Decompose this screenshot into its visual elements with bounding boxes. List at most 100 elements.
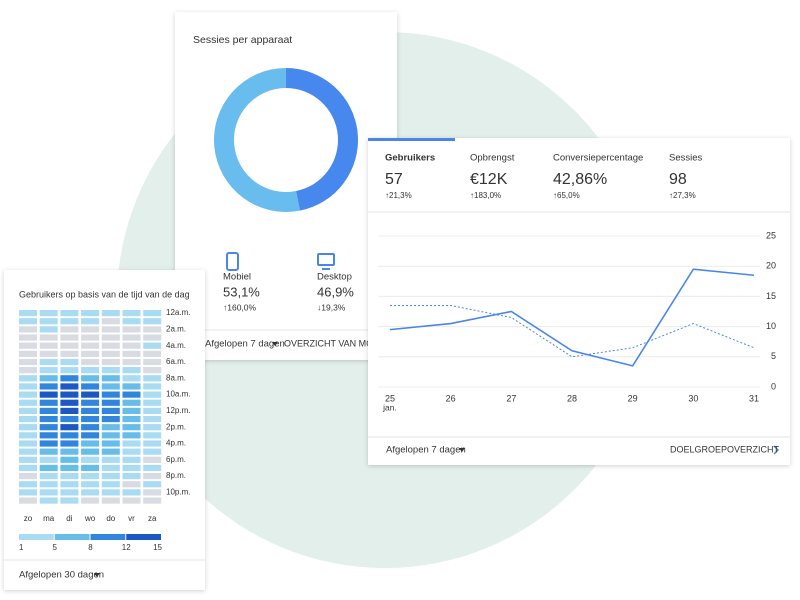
- tab-label[interactable]: Sessies: [669, 153, 703, 164]
- heatmap-cell: [122, 318, 141, 325]
- heatmap-cell: [19, 358, 37, 366]
- scale-label: 8: [88, 543, 93, 552]
- period-selector[interactable]: Afgelopen 7 dagen: [205, 339, 285, 350]
- active-tab-indicator: [368, 138, 455, 141]
- heatmap-cell: [101, 375, 120, 382]
- heatmap-cell: [39, 473, 58, 480]
- heatmap-cell: [60, 489, 79, 496]
- heatmap-cell: [101, 481, 120, 488]
- heatmap-cell: [19, 326, 37, 333]
- heatmap-cell: [19, 367, 37, 374]
- heatmap-cell: [39, 448, 58, 455]
- tab-label[interactable]: Conversiepercentage: [553, 153, 643, 164]
- heatmap-cell: [39, 334, 58, 341]
- tab-label[interactable]: Gebruikers: [385, 153, 435, 164]
- heatmap-card: Gebruikers op basis van de tijd van de d…: [4, 270, 205, 590]
- heatmap-cell: [122, 415, 141, 423]
- heatmap-cell: [122, 481, 141, 488]
- series-line: [389, 268, 755, 367]
- heatmap-cell: [60, 342, 79, 349]
- heatmap-cell: [60, 424, 79, 431]
- heatmap-cell: [81, 464, 100, 472]
- column-label: vr: [128, 514, 135, 523]
- heatmap-cell: [101, 358, 120, 366]
- device-change: ↓19,3%: [317, 302, 346, 312]
- link-arrow[interactable]: [773, 445, 780, 455]
- heatmap-cell: [122, 489, 141, 496]
- heatmap-cell: [39, 391, 58, 398]
- column-label: za: [148, 514, 157, 523]
- heatmap-cell: [39, 358, 58, 366]
- heatmap-cell: [81, 350, 100, 357]
- heatmap-cell: [81, 481, 100, 488]
- heatmap-cell: [101, 432, 120, 439]
- heatmap-cell: [122, 399, 141, 406]
- heatmap-cell: [60, 358, 79, 366]
- heatmap-cell: [122, 358, 141, 366]
- heatmap-cell: [81, 424, 100, 431]
- heatmap-cell: [143, 334, 162, 341]
- heatmap-cell: [19, 383, 37, 390]
- heatmap-cell: [122, 391, 141, 398]
- heatmap-cell: [39, 432, 58, 439]
- heatmap-cell: [122, 456, 141, 463]
- heatmap-cell: [19, 318, 37, 325]
- heatmap-cell: [19, 407, 37, 414]
- heatmap-cell: [60, 456, 79, 463]
- tab-change: ↑65,0%: [553, 191, 580, 200]
- heatmap-cell: [122, 464, 141, 472]
- heatmap-cell: [60, 318, 79, 325]
- heatmap-cell: [81, 391, 100, 398]
- heatmap-cell: [81, 375, 100, 382]
- heatmap-cell: [19, 310, 37, 317]
- overview-link[interactable]: OVERZICHT VAN MO: [284, 338, 373, 348]
- heatmap-cell: [19, 334, 37, 341]
- heatmap-cell: [19, 415, 37, 423]
- heatmap-cell: [143, 342, 162, 349]
- heatmap-cell: [39, 497, 58, 504]
- y-tick-label: 5: [771, 351, 776, 361]
- tab-label[interactable]: Opbrengst: [470, 153, 515, 164]
- heatmap-cell: [101, 326, 120, 333]
- heatmap-cell: [19, 399, 37, 406]
- heatmap-cell: [101, 424, 120, 431]
- period-selector[interactable]: Afgelopen 7 dagen: [386, 445, 466, 456]
- x-tick-label: 30: [688, 393, 698, 403]
- period-selector[interactable]: Afgelopen 30 dagen: [19, 570, 104, 581]
- heatmap-cell: [39, 489, 58, 496]
- heatmap-cell: [101, 391, 120, 398]
- heatmap-cell: [81, 440, 100, 447]
- heatmap-cell: [19, 464, 37, 472]
- heatmap-cell: [19, 497, 37, 504]
- heatmap-cell: [39, 481, 58, 488]
- heatmap-cell: [19, 432, 37, 439]
- heatmap-cell: [143, 326, 162, 333]
- heatmap-cell: [143, 497, 162, 504]
- y-tick-label: 20: [766, 261, 776, 271]
- heatmap-cell: [81, 415, 100, 423]
- heatmap-cell: [60, 415, 79, 423]
- heatmap-cell: [143, 448, 162, 455]
- heatmap-cell: [81, 473, 100, 480]
- row-label: 8p.m.: [166, 471, 186, 480]
- heatmap-cell: [19, 391, 37, 398]
- heatmap-cell: [101, 456, 120, 463]
- heatmap-cell: [101, 399, 120, 406]
- heatmap-cell: [81, 383, 100, 390]
- heatmap-cell: [143, 473, 162, 480]
- x-tick-label: 29: [628, 393, 638, 403]
- heatmap-cell: [143, 375, 162, 382]
- row-label: 8a.m.: [166, 373, 186, 382]
- heatmap-cell: [122, 350, 141, 357]
- overview-link[interactable]: DOELGROEPOVERZICHT: [670, 444, 780, 454]
- x-tick-label: 25: [385, 393, 395, 403]
- heatmap-cell: [101, 342, 120, 349]
- heatmap-cell: [60, 391, 79, 398]
- heatmap-cell: [19, 448, 37, 455]
- heatmap-cell: [143, 432, 162, 439]
- dropdown-icon: [272, 342, 278, 346]
- row-label: 12a.m.: [166, 308, 190, 317]
- row-label: 4a.m.: [166, 341, 186, 350]
